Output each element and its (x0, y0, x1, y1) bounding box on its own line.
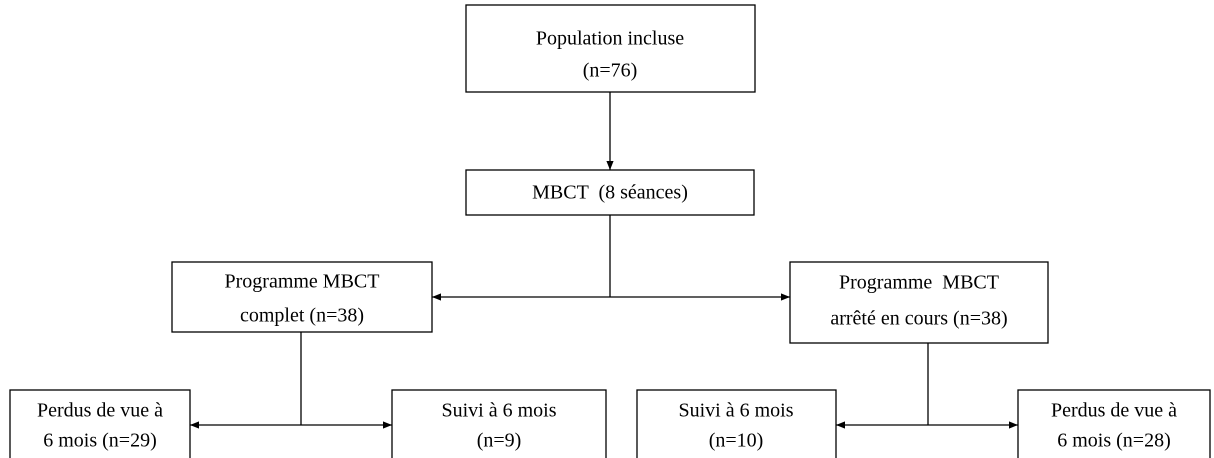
box (789, 261, 1049, 344)
node-label: 6 mois (n=29) (43, 430, 157, 452)
box (9, 389, 191, 458)
node: Perdus de vue à 6 mois (n=29) (9, 389, 191, 458)
node: Suivi à 6 mois (n=9) (391, 389, 607, 458)
box (465, 169, 755, 216)
node-label: Programme MBCT (839, 272, 999, 294)
box (465, 4, 756, 93)
box (171, 261, 433, 333)
node-label: complet (n=38) (240, 305, 364, 327)
node-label: Suivi à 6 mois (441, 400, 556, 422)
node-label: (n=9) (477, 430, 522, 452)
node: MBCT (8 séances) (465, 169, 755, 216)
node: Perdus de vue à 6 mois (n=28) (1017, 389, 1211, 458)
node-label: Perdus de vue à (37, 400, 163, 422)
node-label: Population incluse (536, 28, 684, 50)
node-label: arrêté en cours (n=38) (830, 308, 1007, 330)
node-label: (n=10) (709, 430, 764, 452)
node-label: Perdus de vue à (1051, 400, 1177, 422)
node-label: MBCT (8 séances) (532, 182, 688, 204)
box (1017, 389, 1211, 458)
node: Programme MBCT arrêté en cours (n=38) (789, 261, 1049, 344)
node: Suivi à 6 mois (n=10) (636, 389, 837, 458)
node-label: Programme MBCT (225, 271, 380, 293)
box (391, 389, 607, 458)
box (636, 389, 837, 458)
node: Population incluse (n=76) (465, 4, 756, 93)
node-label: (n=76) (583, 60, 638, 82)
node: Programme MBCT complet (n=38) (171, 261, 433, 333)
node-label: Suivi à 6 mois (678, 400, 793, 422)
node-label: 6 mois (n=28) (1057, 430, 1171, 452)
